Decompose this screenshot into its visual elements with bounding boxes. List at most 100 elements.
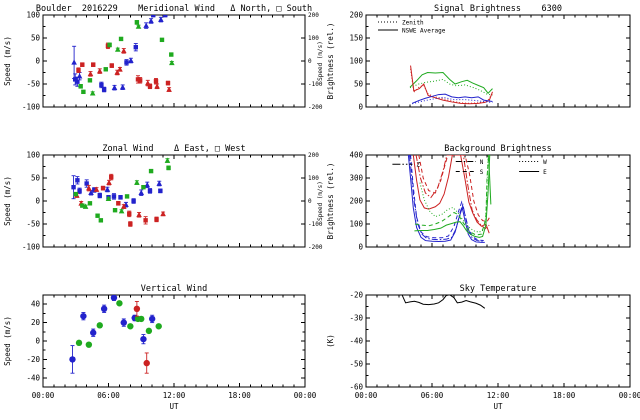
- meridional-wind-point-triangle: [96, 68, 103, 74]
- zonal-wind-axes: [42, 154, 306, 248]
- zonal-wind-series: [71, 157, 171, 227]
- sky-temperature-axes: [365, 294, 631, 388]
- svg-text:300: 300: [349, 174, 363, 183]
- meridional-wind-point-triangle: [135, 23, 142, 29]
- meridional-wind-point-square: [134, 20, 140, 25]
- meridional-wind-point-triangle: [114, 69, 121, 75]
- svg-text:20: 20: [31, 318, 41, 327]
- zonal-wind-labels: -100 -50 0 50 100 -200 -100 0 100 200 Speed (m/s) S…: [3, 144, 324, 252]
- zonal-wind-point-triangle: [136, 211, 142, 218]
- vertical-wind-point-circle: [120, 319, 127, 326]
- zonal-wind-point-square: [75, 178, 80, 183]
- vertical-wind-point-circle: [116, 300, 123, 307]
- background-brightness-legend-label: W: [543, 159, 547, 166]
- background-brightness-line-blue-dash: [410, 155, 484, 242]
- svg-text:0: 0: [308, 198, 312, 205]
- signal-brightness-line-red-avg: [410, 65, 493, 105]
- vertical-wind-point-circle: [69, 356, 76, 363]
- zonal-wind-point-square: [95, 213, 100, 218]
- meridional-wind-point-square: [80, 62, 85, 67]
- panel-sky-temperature: -60 -50 -40 -30 -20 00:00 06:00 12:00 18:00 00:00…: [326, 284, 640, 411]
- zonal-wind-point-triangle: [156, 180, 163, 186]
- zonal-wind-point-triangle: [106, 179, 112, 185]
- meridional-wind-point-square: [133, 45, 138, 50]
- sky-temperature-series: [401, 295, 486, 309]
- svg-text:00:00: 00:00: [355, 391, 378, 400]
- svg-text:-50: -50: [26, 220, 40, 229]
- signal-brightness-series: [409, 65, 493, 105]
- zonal-wind-point-square: [84, 181, 89, 186]
- zonal-wind-point-square: [73, 191, 78, 197]
- zonal-wind-point-triangle: [120, 203, 127, 209]
- meridional-wind-point-triangle: [128, 57, 134, 63]
- background-brightness-line-blue-solid: [407, 155, 485, 243]
- svg-text:12:00: 12:00: [487, 391, 510, 400]
- background-brightness-title: Background Brightness: [444, 144, 551, 154]
- zonal-wind-point-triangle: [104, 186, 111, 192]
- meridional-wind-point-square: [159, 37, 165, 43]
- svg-text:06:00: 06:00: [421, 391, 444, 400]
- svg-text:0: 0: [308, 58, 312, 65]
- background-brightness-labels: 0 100 200 300 400 Brightness (rel.) Background…: [326, 144, 552, 252]
- zonal-wind-title: Zonal Wind Δ East, □ West: [102, 144, 245, 154]
- svg-text:-60: -60: [349, 383, 363, 392]
- meridional-wind-point-triangle: [89, 90, 96, 96]
- vertical-wind-point-circle: [133, 305, 141, 312]
- svg-text:0: 0: [35, 57, 40, 66]
- zonal-wind-point-square: [154, 217, 159, 222]
- zonal-wind-point-square: [143, 218, 148, 223]
- vertical-wind-point-circle: [80, 312, 87, 320]
- meridional-wind-point-square: [91, 62, 96, 67]
- svg-text:-20: -20: [26, 355, 40, 364]
- svg-text:-20: -20: [349, 291, 363, 300]
- svg-text:200: 200: [308, 152, 319, 159]
- signal-brightness-line-green-avg: [409, 71, 493, 94]
- meridional-wind-point-triangle: [76, 73, 83, 79]
- svg-text:-40: -40: [349, 337, 363, 346]
- meridional-wind-point-square: [107, 42, 112, 48]
- svg-text:-200: -200: [308, 244, 323, 251]
- zonal-wind-point-square: [147, 188, 153, 194]
- background-brightness-line-red-solid: [412, 155, 490, 234]
- meridional-wind-point-square: [87, 78, 93, 83]
- svg-text:-100: -100: [22, 243, 41, 252]
- vertical-wind-labels: -40 -20 0 20 40 00:00 06:00 12:00 18:00 00:00 UT Sp…: [3, 284, 317, 411]
- background-brightness-line-green-descend: [488, 155, 492, 205]
- sky-temperature-ylabel: (K): [326, 334, 335, 348]
- meridional-wind-point-triangle: [87, 70, 94, 77]
- background-brightness-legend-label: S: [480, 169, 484, 176]
- meridional-wind-point-square: [76, 68, 81, 73]
- svg-text:200: 200: [349, 197, 363, 206]
- meridional-wind-point-square: [75, 79, 80, 84]
- vertical-wind-point-circle: [110, 295, 118, 301]
- meridional-wind-point-triangle: [120, 47, 127, 54]
- svg-text:18:00: 18:00: [228, 391, 251, 400]
- signal-brightness-legend-label: Zenith: [402, 20, 424, 27]
- background-brightness-legend-label: Z: [416, 162, 420, 169]
- svg-text:50: 50: [354, 80, 364, 89]
- meridional-wind-point-square: [165, 80, 171, 86]
- meridional-wind-point-square: [169, 52, 174, 57]
- vertical-wind-point-circle: [75, 339, 83, 347]
- sky-temperature-labels: -60 -50 -40 -30 -20 00:00 06:00 12:00 18:00 00:00…: [326, 284, 640, 411]
- svg-text:100: 100: [26, 151, 40, 160]
- zonal-wind-point-square: [148, 168, 154, 174]
- vertical-wind-point-circle: [143, 359, 150, 367]
- svg-text:50: 50: [31, 174, 41, 183]
- vertical-wind-title: Vertical Wind: [141, 284, 208, 294]
- meridional-wind-point-triangle: [114, 46, 121, 52]
- zonal-wind-point-square: [141, 185, 146, 190]
- vertical-wind-series: [69, 295, 162, 374]
- vertical-wind-point-circle: [96, 322, 103, 329]
- meridional-wind-labels: -100 -50 0 50 100 -200 -100 0 100 200 Speed (m/s) S…: [3, 4, 324, 112]
- background-brightness-ylabel: Brightness (rel.): [326, 163, 335, 240]
- meridional-wind-point-square: [163, 15, 168, 18]
- svg-text:-100: -100: [22, 103, 41, 112]
- meridional-wind-point-triangle: [111, 84, 118, 90]
- svg-text:-40: -40: [26, 373, 40, 382]
- zonal-wind-point-square: [127, 211, 132, 217]
- panel-signal-brightness: 0 50 100 150 200 Brightness (rel.) Signal Brig…: [326, 4, 631, 112]
- zonal-wind-point-square: [128, 221, 133, 227]
